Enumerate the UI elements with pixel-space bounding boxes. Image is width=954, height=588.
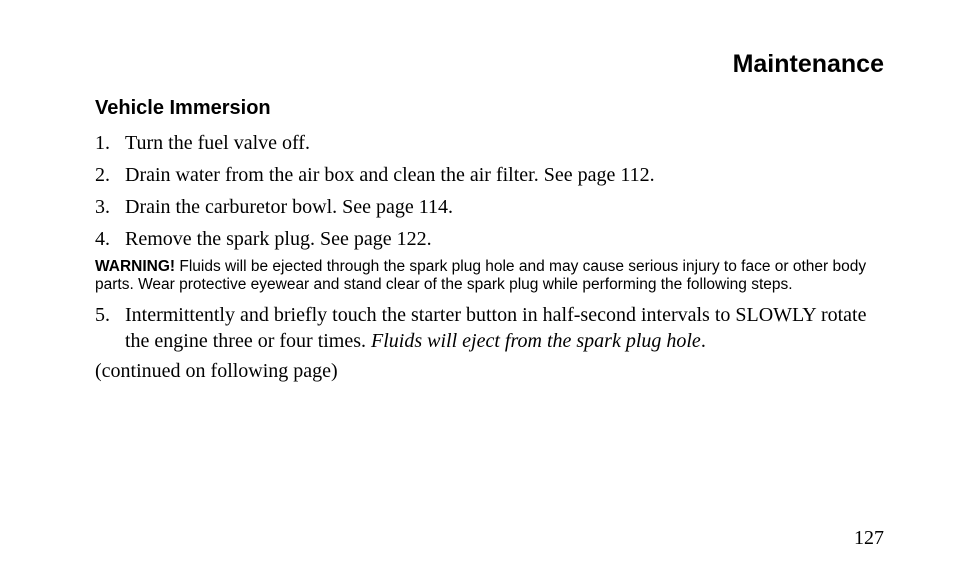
chapter-title: Maintenance <box>95 50 884 79</box>
step-5: 5. Intermittently and briefly touch the … <box>95 302 884 354</box>
step5-part2: . <box>701 330 706 352</box>
continued-note: (continued on following page) <box>95 360 884 383</box>
warning-block: WARNING! Fluids will be ejected through … <box>95 258 884 294</box>
step-number: 4. <box>95 226 125 252</box>
warning-text: Fluids will be ejected through the spark… <box>95 258 866 293</box>
section-title: Vehicle Immersion <box>95 97 884 120</box>
step-4: 4. Remove the spark plug. See page 122. <box>95 226 884 252</box>
step-text: Remove the spark plug. See page 122. <box>125 226 884 252</box>
step-number: 1. <box>95 130 125 156</box>
step-3: 3. Drain the carburetor bowl. See page 1… <box>95 194 884 220</box>
step5-italic: Fluids will eject from the spark plug ho… <box>371 330 701 352</box>
step-2: 2. Drain water from the air box and clea… <box>95 162 884 188</box>
step-1: 1. Turn the fuel valve off. <box>95 130 884 156</box>
step-number: 3. <box>95 194 125 220</box>
step-number: 5. <box>95 302 125 354</box>
step-text: Drain the carburetor bowl. See page 114. <box>125 194 884 220</box>
step-text: Turn the fuel valve off. <box>125 130 884 156</box>
step-number: 2. <box>95 162 125 188</box>
step-text: Drain water from the air box and clean t… <box>125 162 884 188</box>
step-text: Intermittently and briefly touch the sta… <box>125 302 884 354</box>
warning-label: WARNING! <box>95 258 175 275</box>
page-number: 127 <box>854 527 884 550</box>
